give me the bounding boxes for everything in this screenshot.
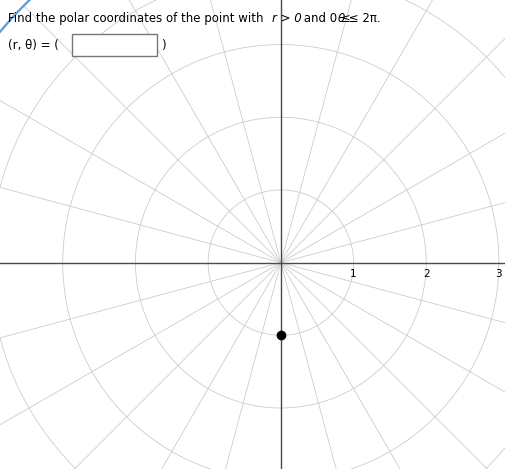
Text: 2: 2 [422, 269, 429, 279]
Bar [72, 34, 157, 56]
Text: (r, θ) = (: (r, θ) = ( [8, 38, 59, 52]
Text: ≤ 2π.: ≤ 2π. [344, 12, 380, 24]
Text: 1: 1 [349, 269, 356, 279]
Text: Find the polar coordinates of the point with: Find the polar coordinates of the point … [8, 12, 267, 24]
Text: θ: θ [337, 12, 344, 24]
Text: ): ) [161, 38, 165, 52]
Text: 3: 3 [494, 269, 501, 279]
Text: r > 0: r > 0 [272, 12, 301, 24]
Text: and 0 ≤: and 0 ≤ [299, 12, 354, 24]
